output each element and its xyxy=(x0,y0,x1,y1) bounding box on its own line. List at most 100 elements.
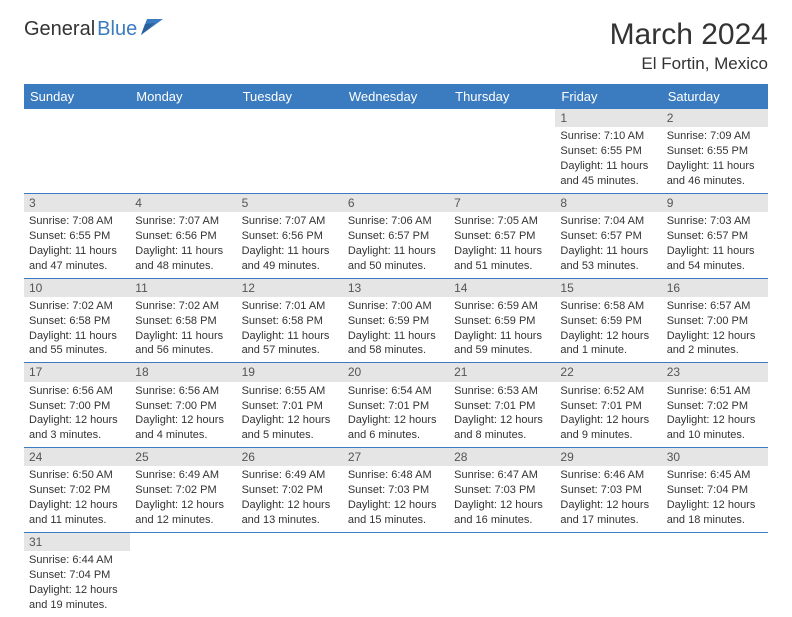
day-number: 26 xyxy=(237,448,343,466)
calendar-cell: 9Sunrise: 7:03 AMSunset: 6:57 PMDaylight… xyxy=(662,193,768,278)
calendar-cell xyxy=(130,109,236,193)
day-info: Sunrise: 7:04 AMSunset: 6:57 PMDaylight:… xyxy=(555,212,661,277)
day-info-line: Sunrise: 6:55 AM xyxy=(242,384,338,399)
day-info-line: Sunset: 7:02 PM xyxy=(135,483,231,498)
day-info-line: and 54 minutes. xyxy=(667,259,763,274)
calendar-row: 31Sunrise: 6:44 AMSunset: 7:04 PMDayligh… xyxy=(24,532,768,616)
day-info-line: and 58 minutes. xyxy=(348,343,444,358)
day-info-line: and 9 minutes. xyxy=(560,428,656,443)
calendar-cell: 8Sunrise: 7:04 AMSunset: 6:57 PMDaylight… xyxy=(555,193,661,278)
day-number: 7 xyxy=(449,194,555,212)
day-info-line: Sunrise: 7:07 AM xyxy=(242,214,338,229)
calendar-cell: 1Sunrise: 7:10 AMSunset: 6:55 PMDaylight… xyxy=(555,109,661,193)
calendar-cell: 30 Sunrise: 6:45 AMSunset: 7:04 PMDayligh… xyxy=(662,448,768,533)
day-info: Sunrise: 6:59 AMSunset: 6:59 PMDaylight:… xyxy=(449,297,555,362)
day-info-line: Sunset: 6:59 PM xyxy=(560,314,656,329)
day-info: Sunrise: 6:50 AMSunset: 7:02 PMDaylight:… xyxy=(24,466,130,531)
day-info-line: Sunset: 7:03 PM xyxy=(560,483,656,498)
day-number: 25 xyxy=(130,448,236,466)
logo-text-1: General xyxy=(24,18,95,41)
day-info: Sunrise: 6:54 AMSunset: 7:01 PMDaylight:… xyxy=(343,382,449,447)
day-info-line: Sunset: 7:02 PM xyxy=(29,483,125,498)
day-number: 10 xyxy=(24,279,130,297)
day-header: Thursday xyxy=(449,84,555,109)
day-header: Tuesday xyxy=(237,84,343,109)
day-info-line: Sunrise: 6:58 AM xyxy=(560,299,656,314)
logo-text-2: Blue xyxy=(97,18,137,41)
day-info: Sunrise: 6:56 AMSunset: 7:00 PMDaylight:… xyxy=(130,382,236,447)
calendar-cell xyxy=(237,109,343,193)
day-info-line: Sunrise: 7:02 AM xyxy=(135,299,231,314)
day-info-line: and 12 minutes. xyxy=(135,513,231,528)
day-info: Sunrise: 7:08 AMSunset: 6:55 PMDaylight:… xyxy=(24,212,130,277)
day-info-line: Daylight: 12 hours xyxy=(454,498,550,513)
day-info-line: Sunset: 7:01 PM xyxy=(348,399,444,414)
calendar-cell xyxy=(449,532,555,616)
calendar-cell: 10Sunrise: 7:02 AMSunset: 6:58 PMDayligh… xyxy=(24,278,130,363)
day-info-line: and 48 minutes. xyxy=(135,259,231,274)
day-info: Sunrise: 6:49 AMSunset: 7:02 PMDaylight:… xyxy=(237,466,343,531)
calendar-cell xyxy=(343,109,449,193)
month-title: March 2024 xyxy=(610,18,768,52)
calendar-cell: 18Sunrise: 6:56 AMSunset: 7:00 PMDayligh… xyxy=(130,363,236,448)
day-info-line: Sunset: 7:00 PM xyxy=(29,399,125,414)
day-info-line: and 6 minutes. xyxy=(348,428,444,443)
day-number: 15 xyxy=(555,279,661,297)
calendar-cell: 21Sunrise: 6:53 AMSunset: 7:01 PMDayligh… xyxy=(449,363,555,448)
calendar-cell: 14Sunrise: 6:59 AMSunset: 6:59 PMDayligh… xyxy=(449,278,555,363)
day-info-line: Daylight: 11 hours xyxy=(135,244,231,259)
calendar-cell: 26Sunrise: 6:49 AMSunset: 7:02 PMDayligh… xyxy=(237,448,343,533)
day-info-line: Sunset: 6:57 PM xyxy=(667,229,763,244)
day-info-line: Sunset: 7:00 PM xyxy=(135,399,231,414)
calendar-cell: 16Sunrise: 6:57 AMSunset: 7:00 PMDayligh… xyxy=(662,278,768,363)
day-number: 24 xyxy=(24,448,130,466)
day-info-line: Sunset: 7:01 PM xyxy=(242,399,338,414)
logo-flag-icon xyxy=(141,19,163,35)
day-number: 3 xyxy=(24,194,130,212)
day-number: 19 xyxy=(237,363,343,381)
calendar-cell: 5Sunrise: 7:07 AMSunset: 6:56 PMDaylight… xyxy=(237,193,343,278)
day-number: 4 xyxy=(130,194,236,212)
day-number: 17 xyxy=(24,363,130,381)
day-info-line: Daylight: 11 hours xyxy=(667,244,763,259)
day-info-line: and 49 minutes. xyxy=(242,259,338,274)
day-info-line: Sunrise: 6:48 AM xyxy=(348,468,444,483)
day-info-line: Daylight: 11 hours xyxy=(242,329,338,344)
day-info-line: Sunset: 6:55 PM xyxy=(29,229,125,244)
day-info-line: Sunset: 6:58 PM xyxy=(242,314,338,329)
day-info: Sunrise: 6:46 AMSunset: 7:03 PMDaylight:… xyxy=(555,466,661,531)
calendar-cell: 6Sunrise: 7:06 AMSunset: 6:57 PMDaylight… xyxy=(343,193,449,278)
day-info-line: and 3 minutes. xyxy=(29,428,125,443)
day-number: 18 xyxy=(130,363,236,381)
day-number: 30 xyxy=(662,448,768,466)
day-info-line: Sunset: 7:04 PM xyxy=(29,568,125,583)
day-info-line: Daylight: 12 hours xyxy=(667,413,763,428)
day-info-line: Sunset: 6:59 PM xyxy=(454,314,550,329)
calendar-row: 24Sunrise: 6:50 AMSunset: 7:02 PMDayligh… xyxy=(24,448,768,533)
day-info-line: Sunrise: 6:59 AM xyxy=(454,299,550,314)
day-info-line: Sunrise: 7:00 AM xyxy=(348,299,444,314)
day-number: 13 xyxy=(343,279,449,297)
calendar-cell: 7Sunrise: 7:05 AMSunset: 6:57 PMDaylight… xyxy=(449,193,555,278)
day-info-line: Daylight: 12 hours xyxy=(242,413,338,428)
day-info-line: Daylight: 12 hours xyxy=(29,498,125,513)
day-info-line: Sunrise: 7:03 AM xyxy=(667,214,763,229)
day-info-line: Sunrise: 6:45 AM xyxy=(667,468,763,483)
day-info-line: and 55 minutes. xyxy=(29,343,125,358)
day-number: 20 xyxy=(343,363,449,381)
day-info-line: Daylight: 12 hours xyxy=(667,498,763,513)
day-info-line: Sunrise: 6:47 AM xyxy=(454,468,550,483)
day-number: 31 xyxy=(24,533,130,551)
day-info: Sunrise: 7:07 AMSunset: 6:56 PMDaylight:… xyxy=(237,212,343,277)
day-info-line: and 13 minutes. xyxy=(242,513,338,528)
day-info: Sunrise: 6:57 AMSunset: 7:00 PMDaylight:… xyxy=(662,297,768,362)
day-info-line: Sunset: 7:04 PM xyxy=(667,483,763,498)
calendar-cell xyxy=(449,109,555,193)
calendar-cell: 29Sunrise: 6:46 AMSunset: 7:03 PMDayligh… xyxy=(555,448,661,533)
day-info: Sunrise: 6:48 AMSunset: 7:03 PMDaylight:… xyxy=(343,466,449,531)
calendar-head: SundayMondayTuesdayWednesdayThursdayFrid… xyxy=(24,84,768,109)
day-info-line: Sunset: 6:55 PM xyxy=(560,144,656,159)
day-info-line: Daylight: 12 hours xyxy=(454,413,550,428)
day-info-line: Daylight: 12 hours xyxy=(29,583,125,598)
day-info-line: Sunrise: 6:56 AM xyxy=(29,384,125,399)
